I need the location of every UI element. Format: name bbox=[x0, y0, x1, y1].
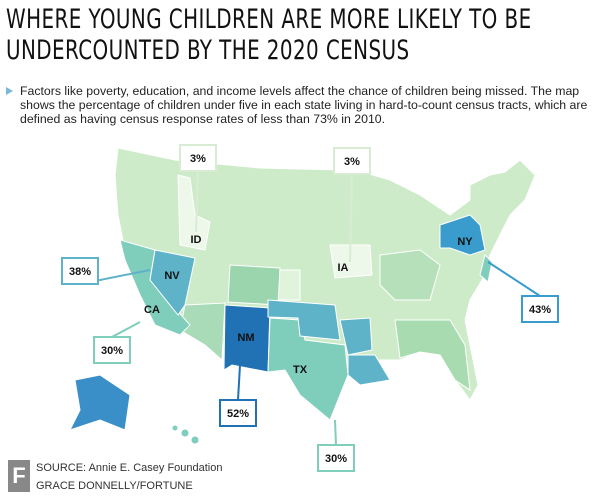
state-ak bbox=[69, 374, 131, 431]
callout-box bbox=[179, 144, 217, 172]
state-label: NM bbox=[237, 332, 254, 344]
callout-line bbox=[237, 364, 241, 401]
state-co bbox=[227, 264, 281, 306]
callout-box bbox=[219, 399, 257, 427]
callout-box bbox=[521, 295, 559, 323]
callout-line bbox=[349, 173, 353, 263]
credit: GRACE DONNELLY/FORTUNE bbox=[36, 480, 193, 492]
logo: F bbox=[8, 460, 30, 492]
callout-value: 52% bbox=[227, 408, 249, 420]
bullet bbox=[6, 87, 13, 95]
source: SOURCE: Annie E. Casey Foundation bbox=[36, 462, 223, 474]
callout-line bbox=[195, 170, 199, 233]
state-label: TX bbox=[293, 364, 308, 376]
state-label: CA bbox=[144, 304, 160, 316]
state-hi bbox=[180, 428, 190, 438]
state-label: ID bbox=[191, 234, 202, 246]
callouts: 3% ID 3% IA 38% NV 43% NY 30% CA 52% NM 30% TX bbox=[61, 144, 559, 472]
state-label: NY bbox=[457, 236, 473, 248]
callout-value: 30% bbox=[101, 345, 123, 357]
callout-value: 38% bbox=[69, 266, 91, 278]
state-la bbox=[347, 354, 391, 386]
callout-value: 43% bbox=[529, 304, 551, 316]
state-hi bbox=[171, 424, 179, 432]
state-ok bbox=[267, 299, 341, 341]
callout-box bbox=[61, 257, 99, 285]
callout-value: 3% bbox=[190, 153, 206, 165]
state-nv bbox=[149, 249, 196, 316]
callout-box bbox=[93, 336, 131, 364]
state-hi bbox=[190, 435, 200, 445]
state-az bbox=[179, 302, 226, 362]
state-ar bbox=[339, 317, 373, 356]
callout-box bbox=[317, 444, 355, 472]
state-south bbox=[394, 319, 471, 392]
state-ny bbox=[439, 214, 486, 256]
state-label: IA bbox=[338, 262, 349, 274]
state-label: NV bbox=[164, 270, 180, 282]
callout-value: 30% bbox=[325, 453, 347, 465]
callout-line bbox=[111, 321, 141, 338]
title: WHERE YOUNG CHILDREN ARE MORE LIKELY TO … bbox=[6, 4, 532, 66]
state-nm bbox=[223, 304, 271, 373]
description: Factors like poverty, education, and inc… bbox=[20, 84, 588, 126]
callout-line bbox=[334, 419, 337, 446]
state-east bbox=[379, 249, 441, 301]
callout-box bbox=[333, 147, 371, 175]
state-borders bbox=[69, 174, 493, 445]
state-id bbox=[177, 174, 211, 251]
callout-value: 3% bbox=[344, 156, 360, 168]
callout-line bbox=[487, 261, 541, 297]
